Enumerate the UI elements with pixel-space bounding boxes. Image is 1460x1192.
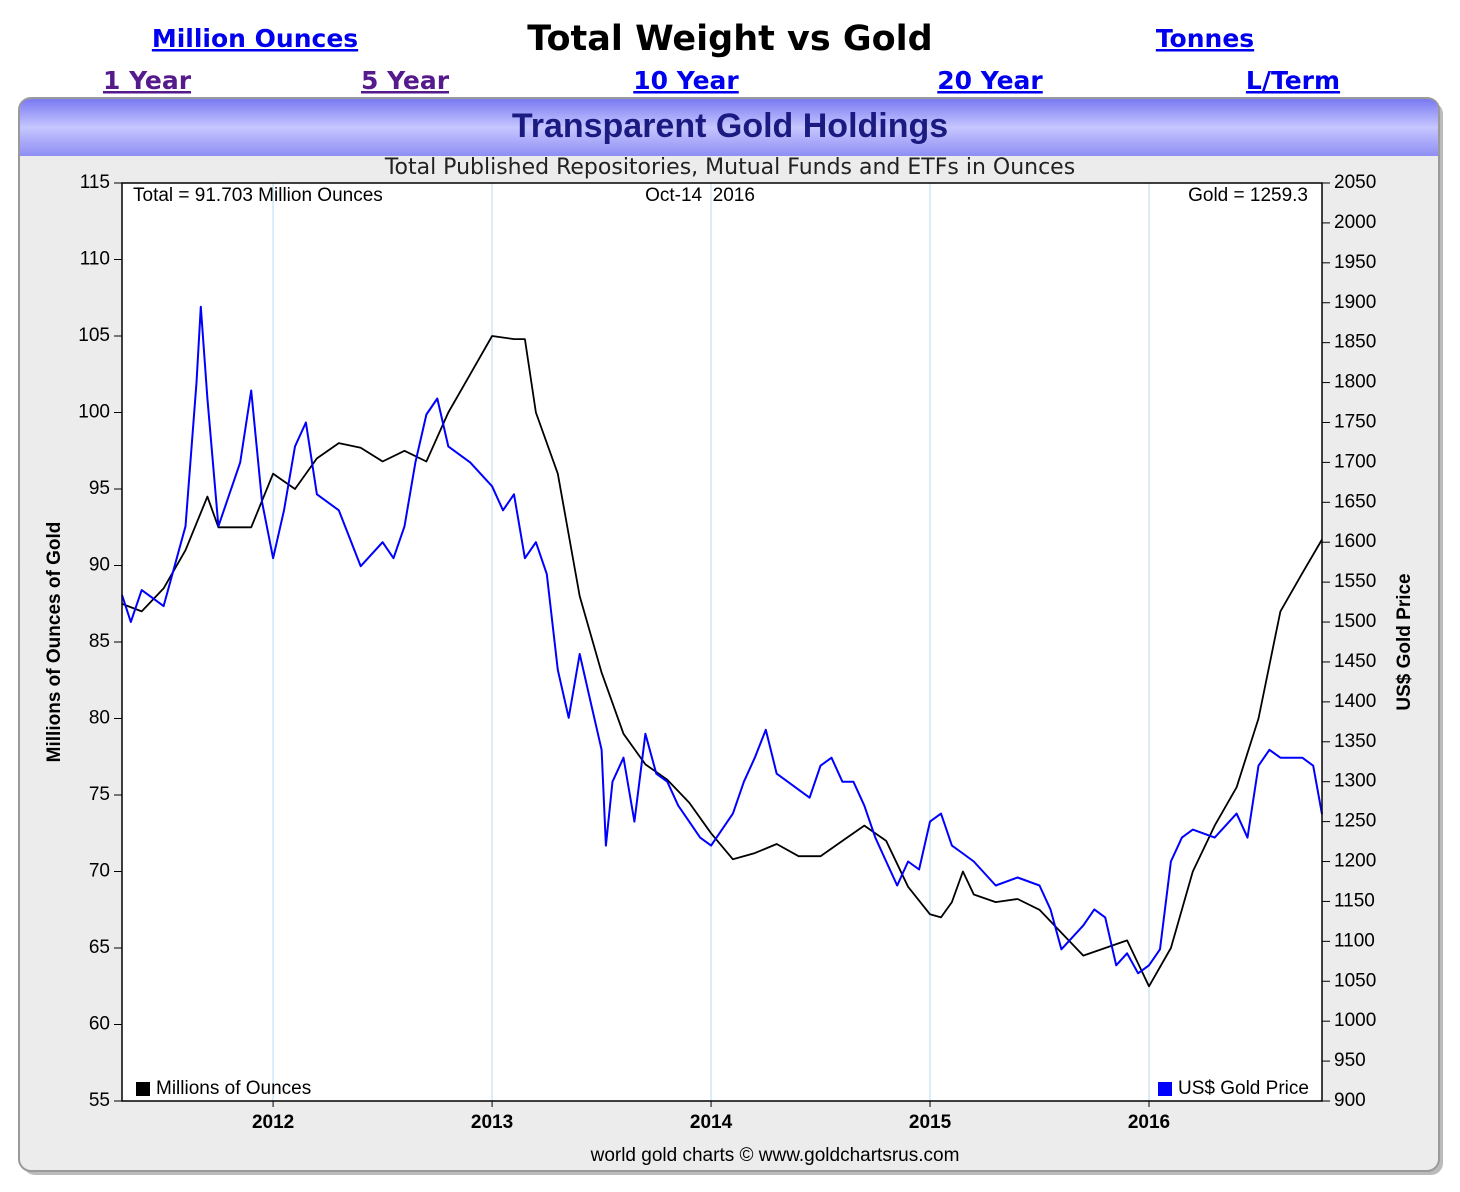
plot-frame xyxy=(121,182,1323,1102)
legend-label: Millions of Ounces xyxy=(156,1078,311,1099)
series-line xyxy=(121,305,1323,975)
y2-tick-label: 1100 xyxy=(1334,930,1375,951)
range-link[interactable]: 5 Year xyxy=(361,66,450,95)
y-tick-label: 55 xyxy=(89,1090,110,1111)
chart-subtitle: Total Published Repositories, Mutual Fun… xyxy=(384,155,1075,180)
footer: world gold charts © www.goldchartsrus.co… xyxy=(590,1145,960,1166)
y2-tick-label: 1750 xyxy=(1334,411,1376,432)
y2-tick-label: 1400 xyxy=(1334,691,1376,712)
page-title: Total Weight vs Gold xyxy=(527,19,932,59)
y2-tick-label: 900 xyxy=(1334,1090,1366,1111)
legend-swatch xyxy=(136,1082,150,1096)
y2-tick-label: 2000 xyxy=(1334,212,1376,233)
y-axis-label: Millions of Ounces of Gold xyxy=(44,522,65,763)
legend-label: US$ Gold Price xyxy=(1178,1078,1309,1099)
y2-tick-label: 1350 xyxy=(1334,731,1376,752)
y-tick-label: 85 xyxy=(89,631,110,652)
annotation: Total = 91.703 Million Ounces xyxy=(133,185,383,206)
unit-link[interactable]: Million Ounces xyxy=(152,24,358,53)
y2-tick-label: 1150 xyxy=(1334,890,1375,911)
y2-tick-label: 1000 xyxy=(1334,1010,1376,1031)
y-tick-label: 115 xyxy=(80,172,110,193)
y-tick-label: 105 xyxy=(78,325,110,346)
y2-tick-label: 1500 xyxy=(1334,611,1376,632)
y-tick-label: 80 xyxy=(89,708,110,729)
annotation: Oct-14 2016 xyxy=(645,185,755,206)
y2-tick-label: 1900 xyxy=(1334,292,1376,313)
y-tick-label: 110 xyxy=(80,249,110,270)
x-tick-label: 2015 xyxy=(909,1112,952,1133)
y-tick-label: 100 xyxy=(78,402,110,423)
y2-tick-label: 1800 xyxy=(1334,372,1376,393)
y2-tick-label: 1700 xyxy=(1334,451,1376,472)
range-link[interactable]: 10 Year xyxy=(633,66,739,95)
panel-header xyxy=(20,99,1438,156)
y-tick-label: 65 xyxy=(89,937,110,958)
y2-tick-label: 1050 xyxy=(1334,970,1376,991)
plot-area xyxy=(122,183,1322,1101)
chart-title: Transparent Gold Holdings xyxy=(512,107,948,145)
y2-tick-label: 1200 xyxy=(1334,851,1376,872)
unit-link[interactable]: Tonnes xyxy=(1156,24,1254,53)
annotation: Gold = 1259.3 xyxy=(1188,185,1308,206)
x-tick-label: 2014 xyxy=(690,1112,733,1133)
range-link[interactable]: 1 Year xyxy=(103,66,192,95)
y2-tick-label: 1600 xyxy=(1334,531,1376,552)
range-link[interactable]: L/Term xyxy=(1246,66,1340,95)
y2-tick-label: 1250 xyxy=(1334,811,1376,832)
x-tick-label: 2012 xyxy=(252,1112,294,1133)
y2-tick-label: 1650 xyxy=(1334,491,1376,512)
y-tick-label: 75 xyxy=(89,784,110,805)
y2-tick-label: 1550 xyxy=(1334,571,1376,592)
y2-axis-label: US$ Gold Price xyxy=(1394,573,1415,710)
y-tick-label: 70 xyxy=(89,861,110,882)
y2-tick-label: 1950 xyxy=(1334,252,1376,273)
y2-tick-label: 1850 xyxy=(1334,332,1376,353)
x-tick-label: 2016 xyxy=(1128,1112,1170,1133)
x-tick-label: 2013 xyxy=(471,1112,513,1133)
y2-tick-label: 1300 xyxy=(1334,771,1376,792)
legend-swatch xyxy=(1158,1082,1172,1096)
range-link[interactable]: 20 Year xyxy=(937,66,1043,95)
y2-tick-label: 950 xyxy=(1334,1050,1366,1071)
y-tick-label: 60 xyxy=(89,1014,110,1035)
y-tick-label: 90 xyxy=(89,555,110,576)
y-tick-label: 95 xyxy=(89,478,110,499)
y2-tick-label: 2050 xyxy=(1334,172,1376,193)
y2-tick-label: 1450 xyxy=(1334,651,1376,672)
